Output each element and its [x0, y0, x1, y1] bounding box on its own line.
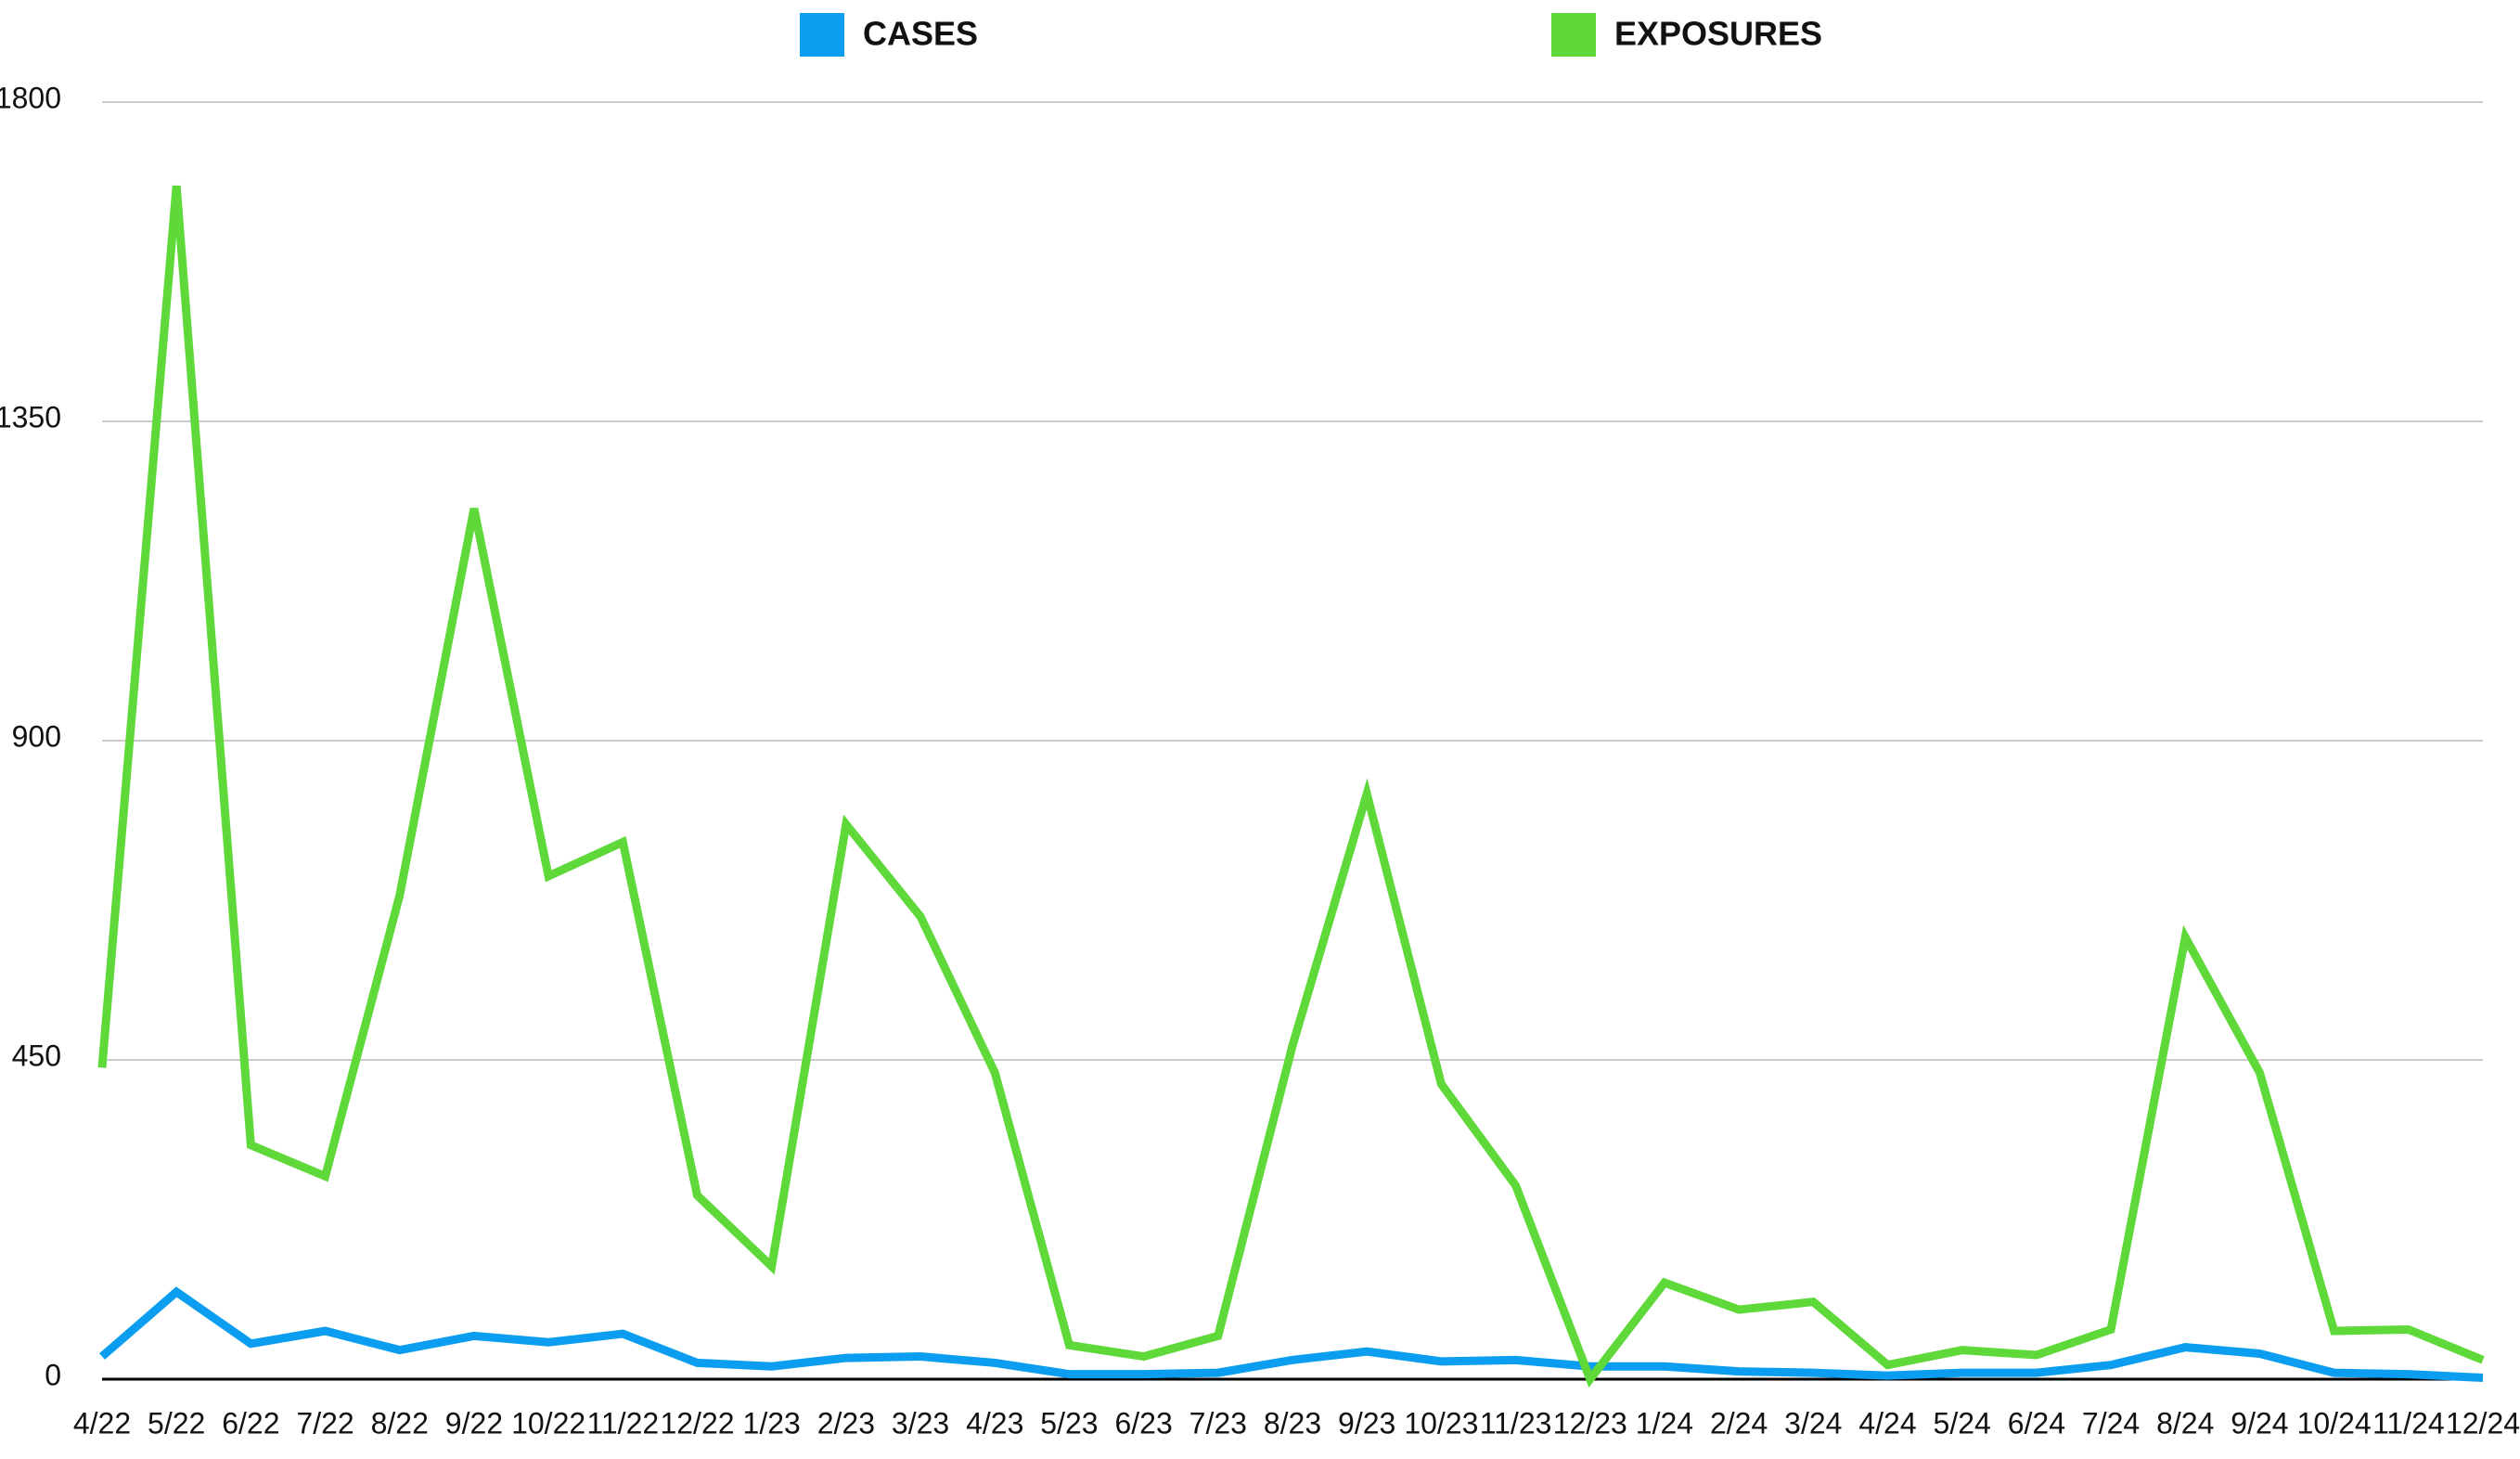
- x-tick-label: 11/23: [1480, 1406, 1552, 1440]
- x-tick-label: 3/23: [892, 1406, 949, 1440]
- x-tick-label: 6/23: [1114, 1406, 1172, 1440]
- x-tick-label: 10/22: [511, 1406, 585, 1440]
- x-tick-label: 12/22: [660, 1406, 734, 1440]
- x-tick-label: 12/23: [1553, 1406, 1627, 1440]
- y-tick-label: 1350: [0, 400, 61, 433]
- x-tick-label: 3/24: [1784, 1406, 1842, 1440]
- legend-label: CASES: [863, 15, 978, 53]
- x-tick-label: 5/22: [148, 1406, 205, 1440]
- x-tick-label: 5/24: [1934, 1406, 1991, 1440]
- x-tick-label: 1/24: [1636, 1406, 1693, 1440]
- x-tick-label: 6/24: [2008, 1406, 2065, 1440]
- x-tick-label: 2/24: [1710, 1406, 1768, 1440]
- x-tick-label: 10/23: [1404, 1406, 1478, 1440]
- series-line: [99, 1286, 2484, 1382]
- legend-swatch: [1551, 13, 1596, 57]
- x-tick-label: 7/23: [1189, 1406, 1247, 1440]
- x-tick-label: 11/22: [586, 1406, 659, 1440]
- x-tick-label: 9/22: [445, 1406, 503, 1440]
- x-tick-label: 8/23: [1264, 1406, 1321, 1440]
- x-tick-label: 11/24: [2372, 1406, 2445, 1440]
- series-line: [97, 185, 2485, 1388]
- x-tick-label: 5/23: [1040, 1406, 1098, 1440]
- legend-label: EXPOSURES: [1614, 15, 1822, 53]
- y-tick-label: 1800: [0, 81, 61, 114]
- x-tick-label: 8/24: [2156, 1406, 2214, 1440]
- x-tick-label: 7/22: [296, 1406, 354, 1440]
- x-tick-label: 6/22: [222, 1406, 279, 1440]
- x-tick-label: 2/23: [817, 1406, 875, 1440]
- x-tick-label: 7/24: [2082, 1406, 2140, 1440]
- x-tick-label: 1/23: [743, 1406, 801, 1440]
- x-tick-label: 4/24: [1858, 1406, 1916, 1440]
- legend-swatch: [800, 13, 844, 57]
- x-tick-label: 9/24: [2231, 1406, 2288, 1440]
- y-tick-label: 900: [12, 719, 61, 753]
- x-tick-label: 9/23: [1338, 1406, 1395, 1440]
- y-tick-label: 450: [12, 1039, 61, 1072]
- x-tick-label: 4/23: [966, 1406, 1023, 1440]
- x-tick-label: 10/24: [2297, 1406, 2372, 1440]
- x-tick-label: 4/22: [73, 1406, 131, 1440]
- y-tick-label: 0: [45, 1358, 61, 1391]
- x-tick-label: 8/22: [371, 1406, 429, 1440]
- x-tick-label: 12/24: [2446, 1406, 2520, 1440]
